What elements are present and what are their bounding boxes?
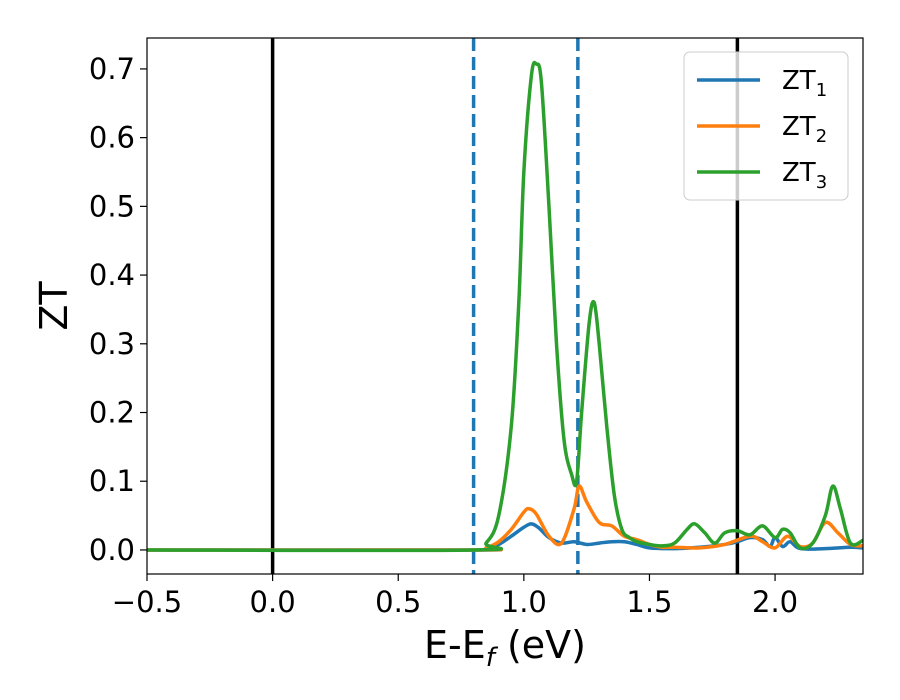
y-tick-label: 0.4 [89, 258, 135, 292]
legend-label-zt1: ZT1 [782, 66, 827, 101]
y-tick-label: 0.7 [89, 52, 135, 86]
x-tick-label: 2.0 [752, 585, 798, 619]
x-axis-label-base: E-E [424, 623, 486, 667]
series-line-zt1 [147, 522, 863, 552]
x-tick-label: 0.5 [375, 585, 421, 619]
y-axis: 0.0 0.1 0.2 0.3 0.4 0.5 0.6 0.7 [89, 52, 147, 567]
series-lines [147, 60, 863, 553]
y-tick-label: 0.6 [89, 121, 135, 155]
y-tick-label: 0.0 [89, 533, 135, 567]
x-tick-label: 0.0 [250, 585, 296, 619]
x-axis: −0.5 0.0 0.5 1.0 1.5 2.0 [112, 574, 798, 619]
y-tick-label: 0.1 [89, 464, 135, 498]
x-tick-label: −0.5 [112, 585, 182, 619]
legend: ZT1 ZT2 ZT3 [683, 51, 849, 201]
x-axis-label: E-Ef (eV) [424, 623, 586, 673]
y-axis-label: ZT [32, 281, 76, 331]
y-tick-label: 0.2 [89, 396, 135, 430]
x-tick-label: 1.5 [626, 585, 672, 619]
y-tick-label: 0.5 [89, 189, 135, 223]
legend-label-zt2: ZT2 [782, 112, 827, 147]
reference-lines [270, 38, 740, 574]
x-axis-label-unit: (eV) [495, 623, 586, 667]
plot-frame [146, 37, 864, 575]
legend-box [683, 51, 849, 201]
legend-label-zt3: ZT3 [782, 158, 827, 193]
series-line-zt3 [147, 60, 863, 553]
y-tick-label: 0.3 [89, 327, 135, 361]
x-tick-label: 1.0 [501, 585, 547, 619]
